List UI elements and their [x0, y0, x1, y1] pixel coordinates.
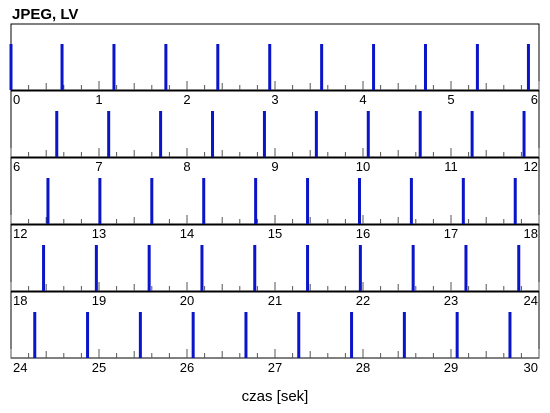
tick-label: 10 [356, 159, 370, 174]
frame-bar [366, 111, 370, 157]
frame-bar [475, 44, 479, 90]
frame-bar [409, 178, 413, 224]
tick-label: 4 [359, 92, 366, 107]
tick-label: 3 [271, 92, 278, 107]
frame-bar [526, 44, 530, 90]
frame-bar [402, 312, 406, 358]
panel-5: 24 25 26 27 28 29 30 [10, 291, 540, 375]
frame-bar [358, 245, 362, 291]
tick-label: 12 [524, 159, 538, 174]
tick-label: 27 [268, 360, 282, 375]
frame-bar [508, 312, 512, 358]
frame-bar [306, 178, 310, 224]
frame-bar [159, 111, 163, 157]
frame-bar [46, 178, 50, 224]
tick-label: 24 [13, 360, 27, 375]
frame-bar [253, 245, 257, 291]
panel-4: 18 19 20 21 22 23 24 [10, 224, 540, 308]
frame-bar [464, 245, 468, 291]
frame-bar [522, 111, 526, 157]
tick-label: 11 [444, 159, 458, 174]
frame-bar [42, 245, 46, 291]
tick-label: 15 [268, 226, 282, 241]
tick-label: 6 [531, 92, 538, 107]
frame-bar [211, 111, 215, 157]
tick-label: 19 [92, 293, 106, 308]
tick-label: 26 [180, 360, 194, 375]
frame-bar [200, 245, 204, 291]
frame-bar [297, 312, 301, 358]
tick-label: 9 [271, 159, 278, 174]
tick-label: 12 [13, 226, 27, 241]
tick-label: 13 [92, 226, 106, 241]
frame-bar [216, 44, 220, 90]
frame-bar [357, 178, 361, 224]
frame-bar [268, 44, 272, 90]
frame-bar [306, 245, 310, 291]
frame-bar [112, 44, 116, 90]
frame-bar [150, 178, 154, 224]
tick-label: 22 [356, 293, 370, 308]
frame-bar [9, 44, 13, 90]
panel-2: 6 7 8 9 10 11 12 [10, 90, 540, 174]
tick-label: 2 [183, 92, 190, 107]
frame-bar [517, 245, 521, 291]
panel-frame [10, 23, 540, 91]
frame-bar [423, 44, 427, 90]
tick-label: 5 [447, 92, 454, 107]
frame-bar [470, 111, 474, 157]
frame-bar [98, 178, 102, 224]
tick-label: 24 [524, 293, 538, 308]
tick-label: 14 [180, 226, 194, 241]
panel-3: 12 13 14 15 16 17 18 [10, 157, 540, 241]
tick-label: 23 [444, 293, 458, 308]
frame-bar [455, 312, 459, 358]
panel-1: 0 1 2 3 4 5 6 [9, 23, 540, 107]
frame-bar [147, 245, 151, 291]
frame-bar [372, 44, 376, 90]
frame-bar [461, 178, 465, 224]
tick-label: 16 [356, 226, 370, 241]
tick-label: 30 [524, 360, 538, 375]
tick-label: 28 [356, 360, 370, 375]
tick-label: 18 [13, 293, 27, 308]
frame-bar [33, 312, 37, 358]
chart-title: JPEG, LV [12, 6, 78, 23]
tick-label: 21 [268, 293, 282, 308]
tick-label: 1 [95, 92, 102, 107]
frame-bar [107, 111, 111, 157]
frame-bar [164, 44, 168, 90]
frame-bar [350, 312, 354, 358]
frame-bar [513, 178, 517, 224]
frame-bar [262, 111, 266, 157]
frame-bar [86, 312, 90, 358]
tick-label: 7 [95, 159, 102, 174]
frame-bar [138, 312, 142, 358]
frame-bar [411, 245, 415, 291]
frame-bar [244, 312, 248, 358]
frame-bar [202, 178, 206, 224]
frame-bar [60, 44, 64, 90]
frame-bar [191, 312, 195, 358]
frame-bar [254, 178, 258, 224]
frame-bar [55, 111, 59, 157]
frame-bar [314, 111, 318, 157]
tick-label: 8 [183, 159, 190, 174]
x-axis-label: czas [sek] [242, 388, 309, 405]
tick-label: 29 [444, 360, 458, 375]
tick-label: 20 [180, 293, 194, 308]
tick-label: 18 [524, 226, 538, 241]
tick-label: 0 [13, 92, 20, 107]
frame-bar [418, 111, 422, 157]
tick-label: 25 [92, 360, 106, 375]
frame-bar [320, 44, 324, 90]
frame-bar [94, 245, 98, 291]
tick-label: 6 [13, 159, 20, 174]
tick-label: 17 [444, 226, 458, 241]
